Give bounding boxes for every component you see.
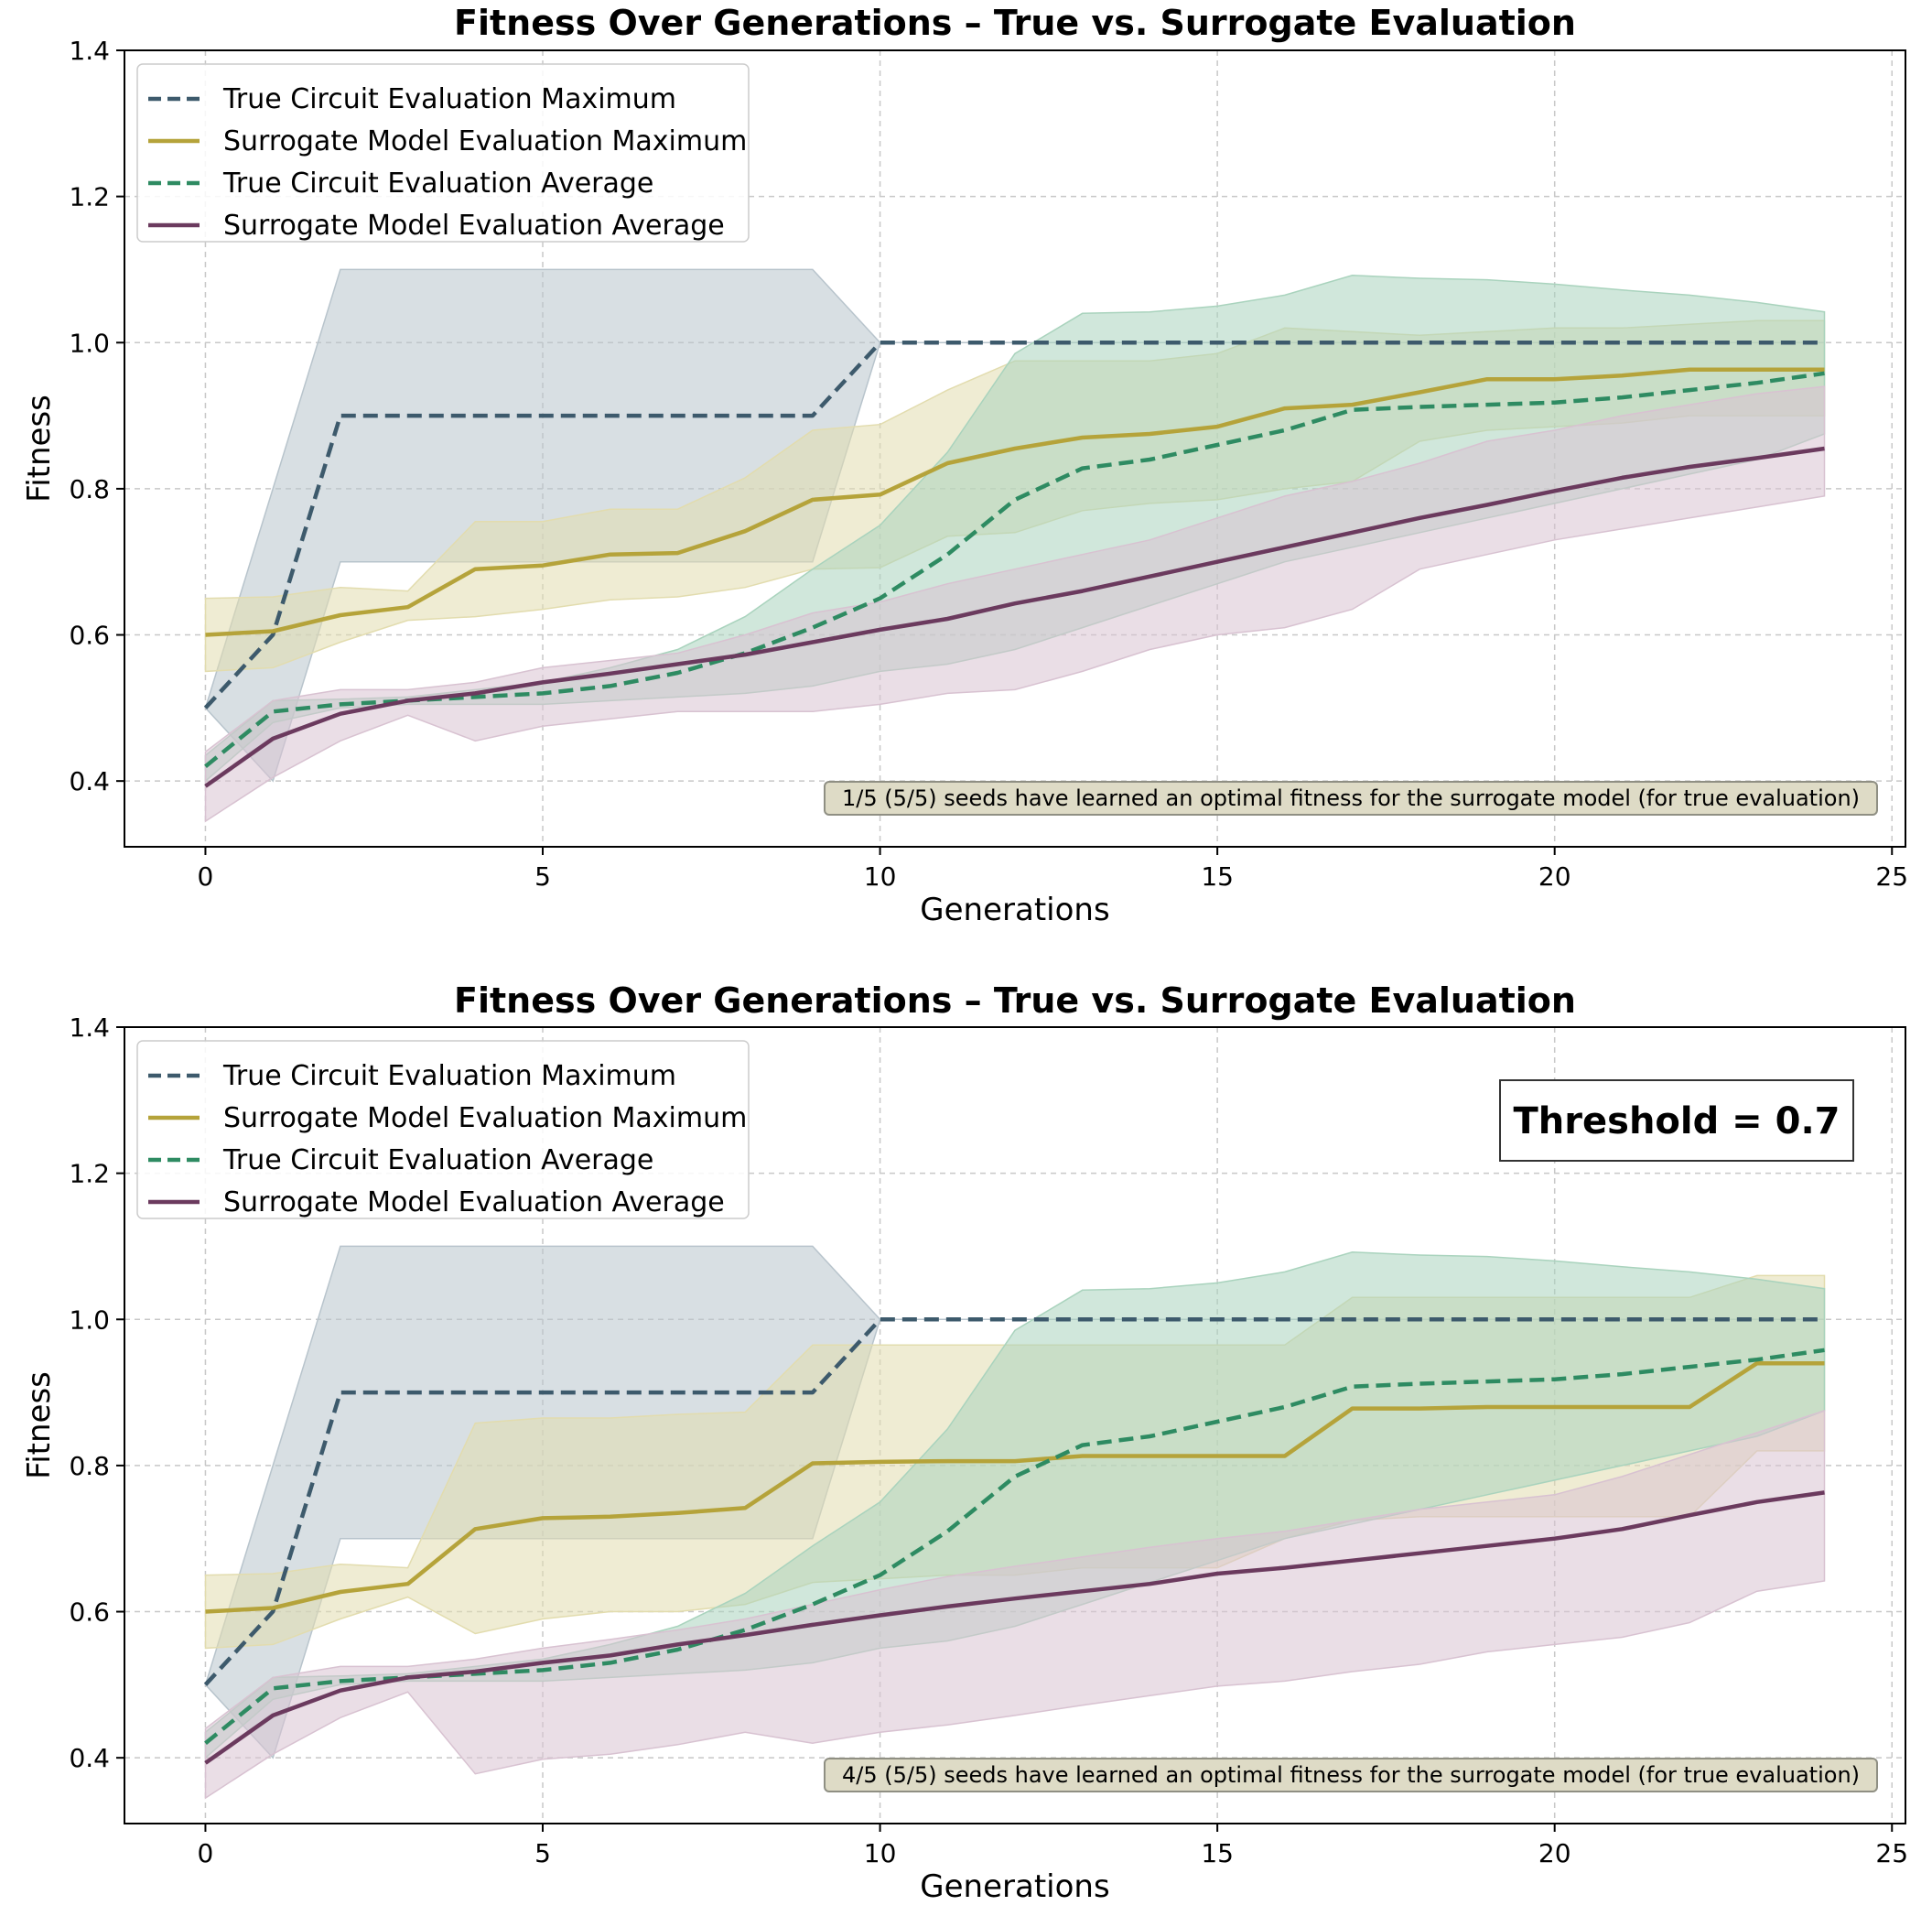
top-chart: 0 5 10 15 20 25 0.4 0.6 0.8 1.0 1.2 1.4 Fitness Over…	[21, 3, 1908, 928]
legend-label: Surrogate Model Evaluation Average	[223, 1186, 725, 1218]
x-tick-label: 5	[534, 861, 551, 892]
annotation-text: 4/5 (5/5) seeds have learned an optimal …	[842, 1762, 1860, 1788]
x-tick-label: 0	[198, 1838, 214, 1868]
x-tick-label: 10	[864, 1838, 897, 1868]
series-line	[203, 341, 1825, 709]
x-tick-label: 5	[534, 1838, 551, 1868]
legend-label: Surrogate Model Evaluation Maximum	[223, 1102, 747, 1134]
x-tick-label: 25	[1875, 861, 1908, 892]
x-tick-label: 10	[864, 861, 897, 892]
y-tick-label: 1.2	[69, 182, 110, 212]
y-tick-label: 0.4	[69, 1743, 110, 1773]
x-axis-label: Generations	[920, 892, 1109, 928]
series-band	[204, 1409, 1826, 1800]
chart-title: Fitness Over Generations – True vs. Surr…	[454, 3, 1576, 43]
y-tick-label: 0.4	[69, 766, 110, 796]
legend-label: True Circuit Evaluation Average	[222, 168, 653, 200]
legend-label: True Circuit Evaluation Maximum	[222, 83, 676, 115]
series-lines	[203, 341, 1825, 788]
y-tick-label: 1.4	[69, 1012, 110, 1043]
y-tick-label: 1.0	[69, 1305, 110, 1335]
plot-frame	[124, 49, 1906, 848]
series-line	[204, 1348, 1825, 1745]
y-tick-label: 0.8	[69, 474, 110, 504]
y-tick-label: 0.6	[69, 621, 110, 651]
legend-label: Surrogate Model Evaluation Average	[223, 210, 725, 242]
series-line	[205, 367, 1825, 637]
x-tick-label: 25	[1875, 1838, 1908, 1868]
legend-box	[136, 1040, 750, 1219]
y-axis-label: Fitness	[21, 1371, 58, 1479]
legend-box	[136, 63, 750, 243]
y-tick-label: 0.6	[69, 1597, 110, 1628]
legend: True Circuit Evaluation Maximum Surrogate…	[136, 63, 750, 243]
series-line	[204, 446, 1825, 788]
annotation-box	[824, 1758, 1878, 1792]
ticks: 0 5 10 15 20 25 0.4 0.6 0.8 1.0 1.2 1.4	[69, 1012, 1908, 1868]
x-axis-label: Generations	[920, 1868, 1109, 1905]
y-axis-label: Fitness	[21, 395, 58, 503]
legend-label: True Circuit Evaluation Average	[222, 1144, 653, 1176]
series-line	[204, 371, 1825, 768]
y-tick-label: 1.4	[69, 36, 110, 66]
x-tick-label: 20	[1538, 861, 1571, 892]
threshold-label: Threshold = 0.7	[1514, 1100, 1840, 1142]
annotation-text: 1/5 (5/5) seeds have learned an optimal …	[842, 785, 1860, 811]
series-line	[205, 1360, 1825, 1614]
y-tick-label: 1.0	[69, 328, 110, 358]
plot-frame	[124, 1026, 1906, 1824]
threshold-box	[1499, 1079, 1854, 1162]
x-tick-label: 15	[1201, 861, 1234, 892]
y-tick-label: 1.2	[69, 1159, 110, 1189]
annotation-box	[824, 781, 1878, 816]
y-tick-label: 0.8	[69, 1451, 110, 1481]
legend: True Circuit Evaluation Maximum Surrogate…	[136, 1040, 750, 1219]
ticks: 0 5 10 15 20 25 0.4 0.6 0.8 1.0 1.2 1.4	[69, 36, 1908, 892]
legend-label: True Circuit Evaluation Maximum	[222, 1060, 676, 1092]
series-line	[204, 1490, 1825, 1765]
chart-title: Fitness Over Generations – True vs. Surr…	[454, 980, 1576, 1021]
bottom-chart: 0 5 10 15 20 25 0.4 0.6 0.8 1.0 1.2 1.4 Fitness Over…	[21, 980, 1908, 1905]
series-line	[203, 1317, 1825, 1686]
legend-label: Surrogate Model Evaluation Maximum	[223, 125, 747, 157]
x-tick-label: 0	[198, 861, 214, 892]
x-tick-label: 20	[1538, 1838, 1571, 1868]
x-tick-label: 15	[1201, 1838, 1234, 1868]
series-lines	[203, 1317, 1825, 1765]
